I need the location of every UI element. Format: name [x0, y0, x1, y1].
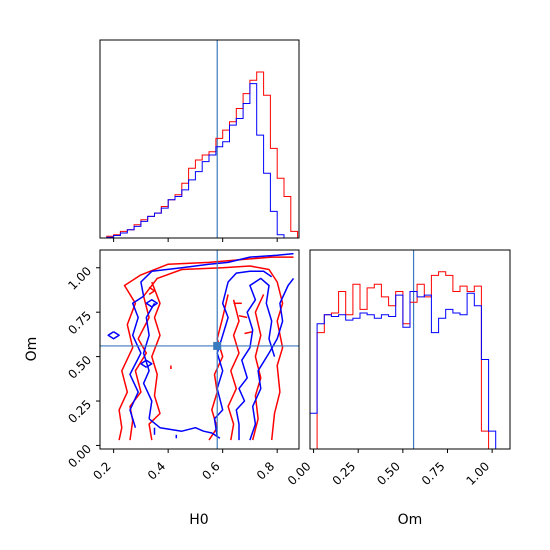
x-axis-label-h0: H0 — [189, 512, 208, 528]
h0-tick-label: 0.4 — [145, 459, 168, 482]
om-panel-frame — [309, 249, 511, 450]
contour-blue-8 — [140, 359, 153, 368]
om-tick-label: 0.50 — [374, 459, 403, 488]
om-tick-label: 0.25 — [330, 459, 359, 488]
om-tick-label-left: 0.25 — [65, 397, 94, 426]
h0-tick-label: 0.6 — [199, 459, 222, 482]
contour-red-10 — [148, 286, 156, 296]
h0-histogram-red — [100, 71, 299, 239]
contour-blue-1 — [148, 418, 221, 439]
contour-blue-4 — [235, 277, 276, 441]
contour-red-6 — [244, 330, 253, 335]
contour-blue-9 — [145, 299, 158, 308]
contour-red-4 — [227, 299, 240, 441]
om-histogram-blue — [309, 291, 503, 450]
contour-red-2 — [148, 281, 161, 441]
contour-panel-frame — [99, 249, 300, 450]
om-tick-label: 0.00 — [285, 459, 314, 488]
truth-marker — [213, 341, 222, 350]
contour-blue-0 — [129, 252, 294, 428]
om-tick-label-left: 0.75 — [65, 308, 94, 337]
om-tick-label-left: 0.00 — [65, 442, 94, 471]
contour-blue-3 — [213, 270, 273, 437]
contour-red-5 — [251, 294, 265, 441]
om-tick-label-left: 0.50 — [65, 353, 94, 382]
om-tick-label: 0.75 — [419, 459, 448, 488]
contour-blue-2 — [142, 302, 156, 419]
h0-histogram-blue — [100, 83, 298, 239]
h0-tick-label: 0.2 — [90, 459, 113, 482]
om-tick-label: 1.00 — [463, 459, 492, 488]
x-axis-label-om: Om — [398, 512, 423, 528]
contour-blue-5 — [249, 277, 295, 441]
y-axis-label-om: Om — [24, 337, 40, 362]
h0-histogram-panel — [99, 39, 300, 242]
h0-panel-frame — [99, 39, 300, 239]
h0-tick-label: 0.8 — [254, 459, 277, 482]
h0-om-contour-panel: 0.2 0.4 0.6 0.8 0.00 0.25 0.50 0.75 1.00 — [65, 249, 300, 483]
om-histogram-panel: 0.00 0.25 0.50 0.75 1.00 — [285, 249, 511, 488]
contour-red-3 — [208, 294, 229, 441]
contour-blue-7 — [107, 331, 120, 340]
om-tick-label-left: 1.00 — [65, 264, 94, 293]
contour-red-1 — [129, 265, 284, 441]
contour-red-7 — [238, 314, 248, 319]
